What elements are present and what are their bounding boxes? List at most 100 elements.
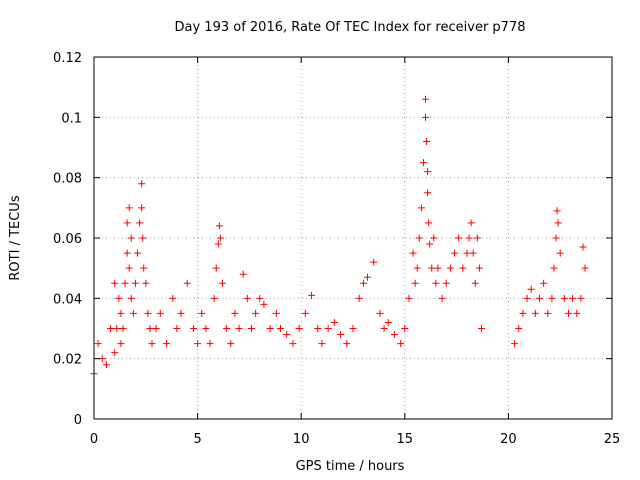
data-point (131, 279, 139, 287)
data-point (397, 340, 405, 348)
data-point (169, 294, 177, 302)
data-point (206, 340, 214, 348)
data-point (214, 240, 222, 248)
data-point (295, 325, 303, 332)
data-point (451, 249, 459, 257)
y-tick-label: 0.12 (53, 51, 82, 66)
data-point (218, 279, 226, 287)
data-point (535, 294, 543, 302)
data-point (413, 264, 421, 272)
data-point (102, 361, 110, 369)
data-point (424, 189, 432, 197)
data-point (417, 204, 425, 212)
data-point (515, 325, 523, 332)
data-point (163, 340, 171, 348)
data-point (134, 249, 142, 257)
data-point (94, 340, 102, 348)
data-point (148, 340, 156, 348)
data-point (123, 249, 131, 257)
data-point (343, 340, 351, 348)
data-point (308, 291, 316, 299)
data-point (552, 234, 560, 242)
data-point (426, 240, 434, 248)
data-point (152, 325, 160, 332)
data-point (554, 219, 562, 227)
data-point (390, 331, 398, 339)
data-point (123, 219, 131, 227)
data-point (523, 294, 531, 302)
data-point (129, 309, 137, 317)
data-point (564, 309, 572, 317)
x-tick-label: 5 (193, 432, 201, 447)
y-tick-label: 0.08 (53, 172, 82, 187)
data-point (467, 219, 475, 227)
data-point (119, 325, 127, 332)
data-point (376, 309, 384, 317)
data-point (540, 279, 548, 287)
data-point (577, 294, 585, 302)
data-point (411, 279, 419, 287)
data-point (419, 159, 427, 167)
data-point (560, 294, 568, 302)
data-points (90, 95, 589, 378)
data-point (380, 325, 388, 332)
data-point (243, 294, 251, 302)
data-point (210, 294, 218, 302)
data-point (527, 285, 535, 293)
data-point (227, 340, 235, 348)
data-point (121, 279, 129, 287)
data-point (136, 219, 144, 227)
data-point (177, 309, 185, 317)
data-point (324, 325, 332, 332)
data-point (446, 264, 454, 272)
x-tick-label: 20 (500, 432, 517, 447)
data-point (349, 325, 357, 332)
data-point (405, 294, 413, 302)
data-point (432, 279, 440, 287)
data-point (247, 325, 255, 332)
data-point (314, 325, 322, 332)
data-point (548, 294, 556, 302)
data-point (531, 309, 539, 317)
data-point (477, 325, 485, 332)
data-point (511, 340, 519, 348)
data-point (442, 279, 450, 287)
data-point (579, 243, 587, 251)
data-point (330, 318, 338, 326)
data-point (239, 270, 247, 278)
data-point (359, 279, 367, 287)
data-point (111, 279, 119, 287)
data-point (573, 309, 581, 317)
x-tick-labels: 0 5 10 15 20 25 (90, 432, 620, 447)
data-point (401, 325, 409, 332)
data-point (156, 309, 164, 317)
grid-lines (94, 57, 612, 419)
data-point (212, 264, 220, 272)
data-point (127, 294, 135, 302)
data-point (556, 249, 564, 257)
data-point (459, 264, 467, 272)
axis-ticks (93, 56, 613, 420)
data-point (473, 234, 481, 242)
data-point (355, 294, 363, 302)
data-point (276, 325, 284, 332)
data-point (415, 234, 423, 242)
chart-title: Day 193 of 2016, Rate Of TEC Index for r… (175, 20, 526, 35)
data-point (272, 309, 280, 317)
data-point (318, 340, 326, 348)
x-tick-label: 0 (90, 432, 98, 447)
data-point (117, 340, 125, 348)
data-point (202, 325, 210, 332)
data-point (550, 264, 558, 272)
data-point (424, 168, 432, 176)
data-point (422, 95, 430, 103)
data-point (138, 180, 146, 188)
data-point (409, 249, 417, 257)
data-point (173, 325, 181, 332)
y-tick-label: 0.02 (53, 353, 82, 368)
data-point (569, 294, 577, 302)
data-point (438, 294, 446, 302)
data-point (455, 234, 463, 242)
data-point (553, 207, 561, 215)
